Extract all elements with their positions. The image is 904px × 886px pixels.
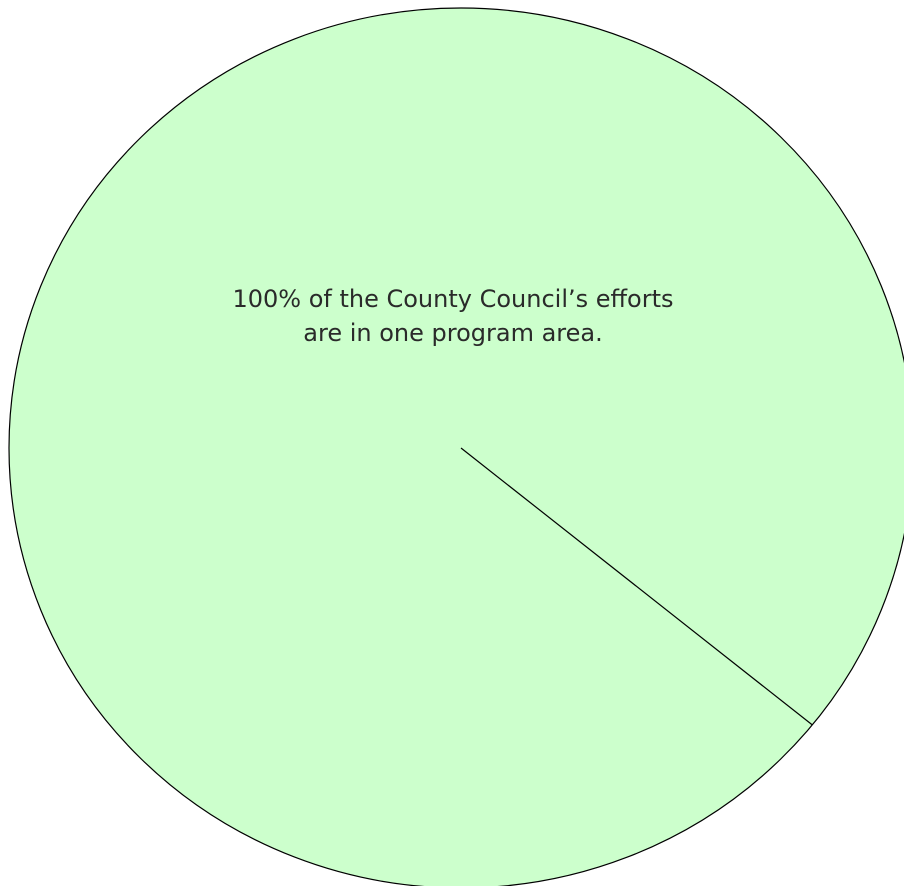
annotation-line-2: are in one program area. bbox=[303, 319, 602, 347]
slice-boundary-line bbox=[460, 447, 813, 726]
pie-slices bbox=[8, 7, 904, 886]
annotation-line-1: 100% of the County Council’s efforts bbox=[232, 285, 673, 313]
pie-slice bbox=[8, 7, 904, 886]
